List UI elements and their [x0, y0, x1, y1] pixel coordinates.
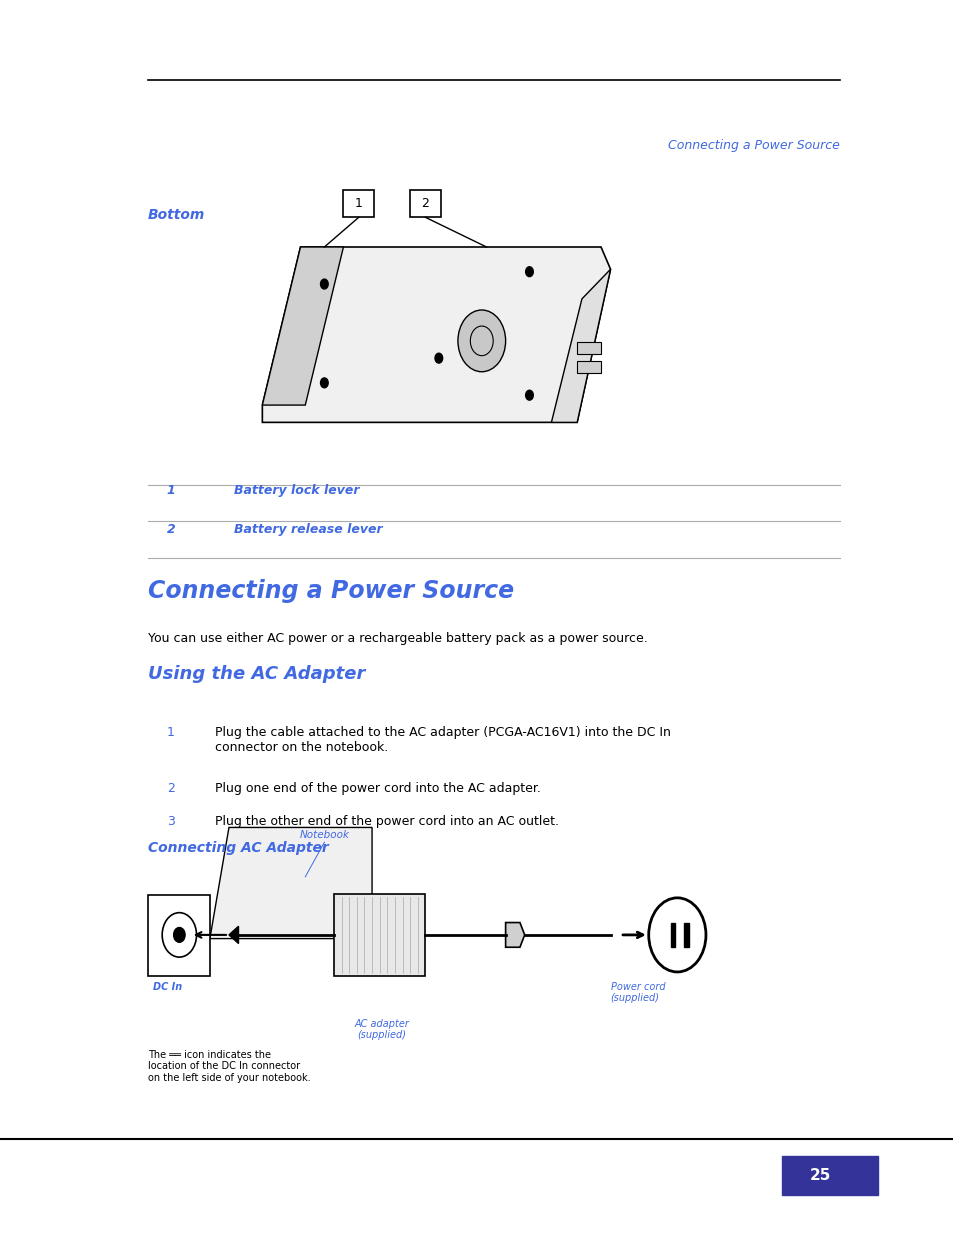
- Circle shape: [320, 279, 328, 289]
- Bar: [577, 361, 600, 373]
- Text: The ══ icon indicates the
location of the DC In connector
on the left side of yo: The ══ icon indicates the location of th…: [148, 1050, 310, 1083]
- Text: 2: 2: [421, 198, 429, 210]
- Bar: [148, 895, 210, 976]
- Text: Battery release lever: Battery release lever: [233, 524, 382, 536]
- Bar: [343, 190, 374, 217]
- Polygon shape: [262, 247, 610, 422]
- Polygon shape: [229, 926, 238, 944]
- Text: 1: 1: [167, 484, 175, 496]
- Text: Bottom: Bottom: [148, 209, 205, 222]
- Text: Connecting AC Adapter: Connecting AC Adapter: [148, 841, 328, 855]
- Text: 1: 1: [167, 726, 174, 740]
- Polygon shape: [262, 247, 343, 405]
- Circle shape: [320, 378, 328, 388]
- Text: AC adapter
(supplied): AC adapter (supplied): [354, 1019, 409, 1040]
- Circle shape: [457, 310, 505, 372]
- Bar: [781, 1156, 877, 1195]
- Text: Notebook: Notebook: [299, 830, 349, 840]
- Circle shape: [173, 927, 185, 942]
- Bar: [410, 190, 440, 217]
- Bar: [334, 894, 424, 976]
- Polygon shape: [210, 827, 372, 939]
- Text: 3: 3: [167, 815, 174, 829]
- Circle shape: [525, 267, 533, 277]
- Bar: [577, 342, 600, 354]
- Text: 2: 2: [167, 524, 175, 536]
- Text: Connecting a Power Source: Connecting a Power Source: [148, 579, 514, 603]
- Circle shape: [648, 898, 705, 972]
- Text: Battery lock lever: Battery lock lever: [233, 484, 359, 496]
- Text: 2: 2: [167, 782, 174, 795]
- Polygon shape: [551, 269, 610, 422]
- Bar: [683, 923, 688, 947]
- Polygon shape: [505, 923, 524, 947]
- Text: Plug the cable attached to the AC adapter (PCGA-AC16V1) into the DC In
connector: Plug the cable attached to the AC adapte…: [214, 726, 670, 755]
- Text: 1: 1: [355, 198, 362, 210]
- Text: Connecting a Power Source: Connecting a Power Source: [667, 138, 839, 152]
- Text: You can use either AC power or a rechargeable battery pack as a power source.: You can use either AC power or a recharg…: [148, 631, 647, 645]
- Text: Using the AC Adapter: Using the AC Adapter: [148, 664, 365, 683]
- Circle shape: [525, 390, 533, 400]
- Text: Power cord
(supplied): Power cord (supplied): [610, 982, 664, 1003]
- Text: Plug the other end of the power cord into an AC outlet.: Plug the other end of the power cord int…: [214, 815, 558, 829]
- Text: DC In: DC In: [152, 982, 182, 992]
- Text: 25: 25: [809, 1168, 830, 1183]
- Circle shape: [435, 353, 442, 363]
- Text: Plug one end of the power cord into the AC adapter.: Plug one end of the power cord into the …: [214, 782, 540, 795]
- Bar: [670, 923, 675, 947]
